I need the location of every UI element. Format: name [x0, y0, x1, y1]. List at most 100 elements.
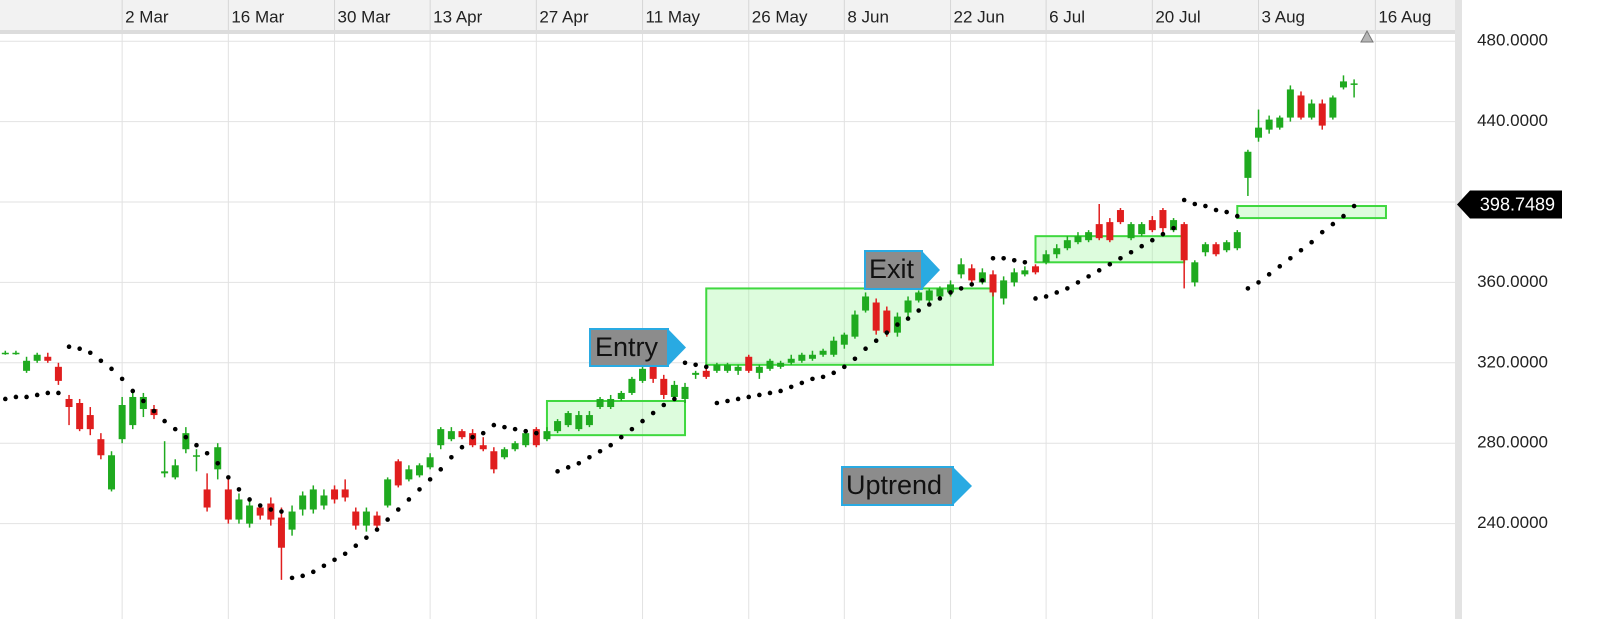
candle-body — [479, 445, 487, 450]
sar-dot — [618, 434, 624, 440]
sar-dot — [1288, 255, 1293, 261]
sar-dot — [682, 360, 688, 366]
entry-callout: Entry — [589, 328, 686, 367]
candle-body — [331, 489, 339, 500]
candle-body — [12, 352, 20, 355]
sar-dot — [916, 308, 921, 313]
candle-body — [97, 439, 105, 456]
sar-dot — [725, 398, 730, 404]
candle-body — [649, 366, 657, 379]
candle-body — [1148, 220, 1156, 231]
sar-dot — [130, 388, 136, 394]
sar-dot — [1234, 213, 1240, 219]
sar-dot — [1160, 231, 1166, 237]
sar-dot — [1277, 264, 1283, 269]
candle-body — [1127, 224, 1135, 239]
candle-body — [1191, 262, 1199, 283]
callout-label: Uptrend — [846, 470, 942, 500]
sar-dot — [194, 442, 199, 448]
sar-dot — [66, 344, 72, 350]
sar-dot — [1181, 197, 1187, 203]
date-axis: 2 Mar 16 Mar 30 Mar 13 Apr 27 Apr 11 May 26 Ma… — [121, 0, 1431, 30]
candle-body — [1042, 254, 1050, 263]
sar-dot — [714, 400, 720, 406]
candle-body — [575, 415, 583, 430]
candle-body — [1329, 97, 1337, 118]
price-axis-border — [1455, 0, 1462, 619]
candle-body — [872, 302, 880, 331]
candle-body — [936, 288, 944, 297]
candle-body — [883, 310, 891, 333]
candle-body — [500, 449, 508, 458]
sar-dot — [1203, 203, 1208, 209]
sar-dot — [534, 430, 539, 436]
sar-dot — [863, 346, 868, 352]
callout-arrow — [668, 329, 686, 366]
sar-dot — [236, 487, 242, 492]
sar-dot — [268, 507, 274, 512]
candle-body — [373, 515, 381, 526]
candle-body — [192, 455, 200, 457]
sar-dot — [98, 358, 104, 364]
candle-body — [1276, 117, 1284, 128]
sar-dot — [565, 465, 571, 470]
sar-dot — [1298, 247, 1304, 253]
sar-dot — [279, 509, 284, 514]
sar-dot — [1043, 294, 1049, 299]
price-marks — [1, 75, 1358, 581]
candle-body — [426, 457, 434, 468]
sar-dot — [810, 376, 815, 382]
candle-body — [171, 465, 179, 478]
sar-dot — [842, 364, 847, 370]
y-tick-label: 320.0000 — [1477, 352, 1548, 371]
sar-dot — [1022, 260, 1028, 265]
sar-dot — [587, 454, 592, 460]
candle-body — [447, 431, 455, 440]
sar-dot — [342, 551, 348, 557]
sar-dot — [1086, 274, 1091, 279]
sar-dot — [799, 380, 805, 386]
candle-body — [543, 431, 551, 440]
candle-body — [840, 334, 848, 345]
sar-dot — [788, 384, 794, 390]
sar-dot — [172, 426, 178, 432]
y-tick-label: 440.0000 — [1477, 111, 1548, 130]
sar-dot — [353, 543, 359, 549]
candle-body — [830, 340, 838, 355]
sar-dot — [1319, 229, 1325, 235]
candle-body — [692, 372, 700, 375]
candle-body — [851, 314, 859, 337]
candle-body — [1339, 81, 1347, 88]
candle-body — [957, 264, 965, 275]
sar-dot — [1096, 268, 1102, 273]
callout-box — [841, 466, 954, 506]
sar-dot — [183, 434, 189, 440]
candle-body — [1170, 220, 1178, 231]
sar-dot — [1266, 272, 1272, 277]
candle-body — [458, 431, 466, 438]
sar-dot — [34, 392, 40, 398]
candle-body — [1286, 89, 1294, 118]
candle-body — [490, 451, 498, 470]
candle-body — [777, 362, 785, 367]
sar-dot — [1011, 257, 1017, 263]
candle-body — [288, 511, 296, 530]
sar-dot — [672, 396, 677, 402]
candle-body — [532, 429, 540, 446]
candle-body — [1308, 103, 1316, 118]
candle-body — [1223, 242, 1231, 251]
candle-body — [564, 413, 572, 426]
sar-dot — [597, 448, 603, 454]
sar-dot — [449, 454, 454, 460]
sar-dot — [767, 390, 773, 396]
candle-body — [1244, 151, 1252, 178]
candle-body — [1085, 232, 1093, 241]
candle-body — [1021, 270, 1029, 275]
candle-body — [405, 469, 413, 480]
candle-body — [596, 398, 604, 408]
sar-dot — [608, 442, 613, 448]
candle-body — [129, 396, 137, 426]
x-tick-label: 8 Jun — [847, 7, 889, 26]
sar-dot — [1001, 255, 1006, 261]
